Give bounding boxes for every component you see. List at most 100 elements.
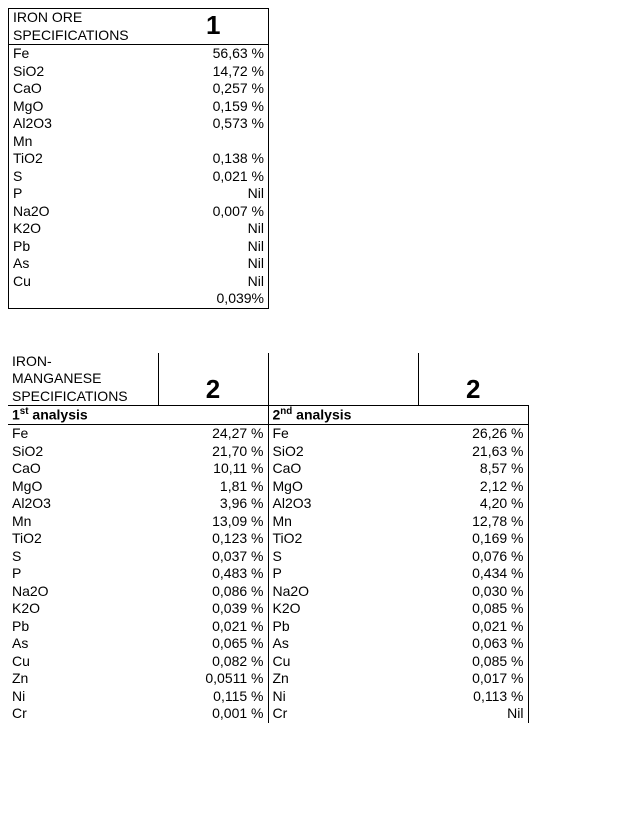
table2-right-subheader: 2nd analysis <box>268 406 528 425</box>
table2-right-label: Fe <box>268 425 418 443</box>
table1-row-label: SiO2 <box>9 63 159 81</box>
spacer <box>268 353 418 406</box>
table2-right-label: Zn <box>268 670 418 688</box>
table1-row-label <box>9 290 159 308</box>
table1-row-label: MgO <box>9 98 159 116</box>
table2-left-value: 0,115 % <box>158 688 268 706</box>
table1-title: IRON ORE SPECIFICATIONS <box>9 9 159 45</box>
table2-right-value: 0,017 % <box>418 670 528 688</box>
table2-left-value: 0,039 % <box>158 600 268 618</box>
table2-right-value: Nil <box>418 705 528 723</box>
table2-left-value: 0,086 % <box>158 583 268 601</box>
table1-row-value: Nil <box>159 185 269 203</box>
table1-row-value: Nil <box>159 238 269 256</box>
table2-right-value: 2,12 % <box>418 478 528 496</box>
table1-row-value: Nil <box>159 255 269 273</box>
table2-left-value: 0,483 % <box>158 565 268 583</box>
table2-right-value: 0,434 % <box>418 565 528 583</box>
ord-sup: nd <box>280 406 292 417</box>
table1-row-label: Cu <box>9 273 159 291</box>
table2-left-label: Zn <box>8 670 158 688</box>
table2-left-label: Pb <box>8 618 158 636</box>
table2-right-value: 8,57 % <box>418 460 528 478</box>
table2-right-label: P <box>268 565 418 583</box>
table2-title-line2: MANGANESE <box>12 370 101 386</box>
table2-left-label: CaO <box>8 460 158 478</box>
table2-left-label: MgO <box>8 478 158 496</box>
table1-row-value: 0,039% <box>159 290 269 308</box>
table2-left-label: As <box>8 635 158 653</box>
table1-row-value: 0,159 % <box>159 98 269 116</box>
table1-title-line2: SPECIFICATIONS <box>13 27 129 43</box>
table1-row-value: 56,63 % <box>159 45 269 63</box>
table2-left-label: Cr <box>8 705 158 723</box>
table1-row-value: 0,021 % <box>159 168 269 186</box>
table2-right-value: 0,063 % <box>418 635 528 653</box>
table2-left-label: S <box>8 548 158 566</box>
table1-number: 1 <box>159 9 269 45</box>
table2-right-value: 26,26 % <box>418 425 528 443</box>
table1-row-value: Nil <box>159 273 269 291</box>
table2-left-label: P <box>8 565 158 583</box>
table2-left-label: SiO2 <box>8 443 158 461</box>
table2-left-subheader: 1st analysis <box>8 406 268 425</box>
table2-left-label: Cu <box>8 653 158 671</box>
table2-right-label: Pb <box>268 618 418 636</box>
table2-left-label: Na2O <box>8 583 158 601</box>
table2-left-value: 24,27 % <box>158 425 268 443</box>
table2-right-label: TiO2 <box>268 530 418 548</box>
table2-left-label: Ni <box>8 688 158 706</box>
table2-left-label: TiO2 <box>8 530 158 548</box>
table2-right-label: Na2O <box>268 583 418 601</box>
table2-left-number: 2 <box>158 353 268 406</box>
table2-left-value: 13,09 % <box>158 513 268 531</box>
table2-left-value: 0,082 % <box>158 653 268 671</box>
table1-row-value: 0,257 % <box>159 80 269 98</box>
table2-right-value: 0,085 % <box>418 600 528 618</box>
table1-row-value: 0,573 % <box>159 115 269 133</box>
table2-left-label: Al2O3 <box>8 495 158 513</box>
table2-right-value: 12,78 % <box>418 513 528 531</box>
table1-row-value: 14,72 % <box>159 63 269 81</box>
ord-word: analysis <box>292 407 351 423</box>
table2-right-value: 0,021 % <box>418 618 528 636</box>
table1-row-label: Fe <box>9 45 159 63</box>
table2-right-label: Ni <box>268 688 418 706</box>
table1-row-label: CaO <box>9 80 159 98</box>
table2-right-value: 0,169 % <box>418 530 528 548</box>
iron-manganese-spec-table: IRON- MANGANESE SPECIFICATIONS 2 2 1st a… <box>8 353 529 723</box>
table2-right-number: 2 <box>418 353 528 406</box>
table2-left-value: 0,123 % <box>158 530 268 548</box>
table1-row-label: S <box>9 168 159 186</box>
table2-left-value: 0,001 % <box>158 705 268 723</box>
table2-left-value: 0,065 % <box>158 635 268 653</box>
table2-right-value: 4,20 % <box>418 495 528 513</box>
table2-right-value: 0,030 % <box>418 583 528 601</box>
table2-left-value: 0,037 % <box>158 548 268 566</box>
table2-title-line3: SPECIFICATIONS <box>12 388 128 404</box>
iron-ore-spec-table: IRON ORE SPECIFICATIONS 1 Fe56,63 %SiO21… <box>8 8 269 309</box>
table2-title: IRON- MANGANESE SPECIFICATIONS <box>8 353 158 406</box>
table2-right-label: As <box>268 635 418 653</box>
table2-right-label: SiO2 <box>268 443 418 461</box>
table2-right-label: Mn <box>268 513 418 531</box>
table2-right-value: 0,076 % <box>418 548 528 566</box>
table2-right-label: K2O <box>268 600 418 618</box>
table2-left-value: 10,11 % <box>158 460 268 478</box>
table1-row-label: Al2O3 <box>9 115 159 133</box>
table1-row-label: K2O <box>9 220 159 238</box>
table2-right-label: CaO <box>268 460 418 478</box>
table2-left-label: Mn <box>8 513 158 531</box>
ord: 1 <box>12 407 20 423</box>
table2-left-value: 0,021 % <box>158 618 268 636</box>
table2-right-label: MgO <box>268 478 418 496</box>
table2-left-value: 1,81 % <box>158 478 268 496</box>
table2-right-value: 0,085 % <box>418 653 528 671</box>
table2-right-label: S <box>268 548 418 566</box>
ord-word: analysis <box>29 407 88 423</box>
table2-left-value: 0,0511 % <box>158 670 268 688</box>
table2-right-label: Cr <box>268 705 418 723</box>
table1-row-label: Na2O <box>9 203 159 221</box>
table2-left-value: 21,70 % <box>158 443 268 461</box>
table1-row-value: 0,007 % <box>159 203 269 221</box>
